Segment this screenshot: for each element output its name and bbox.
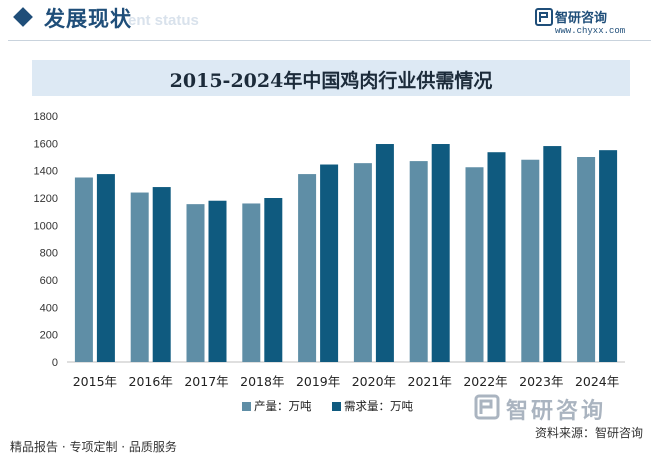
y-tick-label: 1800 (34, 111, 58, 123)
bar-demand (208, 200, 227, 362)
watermark-text: 智研咨询 (506, 399, 607, 424)
bar-demand (431, 144, 450, 362)
y-tick-label: 0 (52, 357, 58, 369)
watermark-logo-icon (474, 394, 500, 420)
chart-title: 2015-2024年中国鸡肉行业供需情况 (169, 70, 493, 92)
y-tick-label: 800 (40, 248, 58, 260)
legend-label: 产量：万吨 (254, 399, 312, 413)
x-tick-label: 2022年 (463, 374, 507, 389)
brand-logo-icon (535, 8, 553, 26)
x-tick-label: 2023年 (519, 374, 563, 389)
legend-swatch (242, 402, 251, 411)
brand-name: 智研咨询 (555, 11, 608, 26)
x-tick-label: 2019年 (296, 374, 340, 389)
footer-tagline: 精品报告 · 专项定制 · 品质服务 (10, 440, 177, 454)
chart-title-bar: 2015-2024年中国鸡肉行业供需情况 (32, 60, 630, 96)
bar-production (465, 167, 484, 362)
bar-production (577, 157, 596, 362)
bar-production (298, 174, 317, 362)
bar-demand (375, 144, 394, 362)
x-tick-label: 2018年 (240, 374, 284, 389)
bar-production (521, 159, 540, 362)
legend-swatch (332, 402, 341, 411)
x-tick-label: 2017年 (184, 374, 228, 389)
bar-demand (599, 150, 618, 362)
y-tick-label: 1200 (34, 193, 58, 205)
bar-production (353, 163, 372, 362)
legend-label: 需求量：万吨 (344, 399, 413, 413)
y-tick-label: 400 (40, 302, 58, 314)
bar-production (74, 177, 93, 362)
header-divider (8, 40, 651, 41)
bar-demand (96, 174, 115, 362)
y-tick-label: 1400 (34, 166, 58, 178)
y-tick-label: 600 (40, 275, 58, 287)
bar-production (409, 161, 428, 362)
y-tick-label: 1600 (34, 138, 58, 150)
y-tick-label: 1000 (34, 220, 58, 232)
bar-production (186, 204, 205, 362)
section-subtitle: ent status (128, 12, 199, 29)
bar-production (130, 192, 149, 362)
x-tick-label: 2016年 (129, 374, 173, 389)
bar-demand (152, 187, 171, 362)
x-tick-label: 2020年 (352, 374, 396, 389)
x-tick-label: 2024年 (575, 374, 619, 389)
bar-demand (320, 164, 339, 362)
section-title: 发展现状 (44, 7, 132, 31)
x-tick-label: 2015年 (73, 374, 117, 389)
bar-demand (487, 152, 506, 362)
brand-url: www.chyxx.com (555, 26, 626, 36)
bar-demand (264, 198, 283, 362)
footer-source: 资料来源：智研咨询 (534, 426, 643, 440)
watermark-brand: 智研咨询 (474, 392, 644, 424)
brand: 智研咨询 www.chyxx.com (535, 6, 645, 40)
y-tick-label: 200 (40, 330, 58, 342)
header: ent status 发展现状 智研咨询 www.chyxx.com (0, 0, 659, 38)
x-tick-label: 2021年 (408, 374, 452, 389)
bar-production (242, 203, 261, 362)
bar-demand (543, 146, 562, 362)
